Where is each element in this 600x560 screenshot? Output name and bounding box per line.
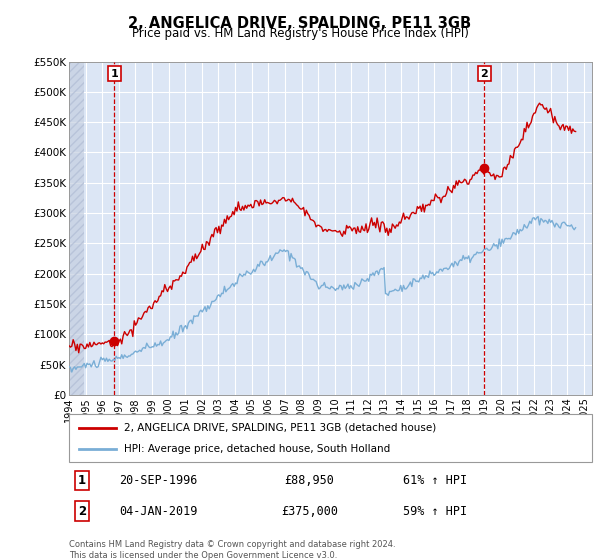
Text: 20-SEP-1996: 20-SEP-1996 [119,474,197,487]
Bar [69,62,84,395]
FancyBboxPatch shape [69,414,592,462]
Text: 04-JAN-2019: 04-JAN-2019 [119,505,197,517]
Text: 1: 1 [78,474,86,487]
Text: 2: 2 [481,69,488,79]
Text: 59% ↑ HPI: 59% ↑ HPI [403,505,467,517]
Text: HPI: Average price, detached house, South Holland: HPI: Average price, detached house, Sout… [124,444,390,454]
Text: £375,000: £375,000 [281,505,338,517]
Text: Price paid vs. HM Land Registry's House Price Index (HPI): Price paid vs. HM Land Registry's House … [131,27,469,40]
Text: 2: 2 [78,505,86,517]
Text: 1: 1 [110,69,118,79]
Text: 2, ANGELICA DRIVE, SPALDING, PE11 3GB (detached house): 2, ANGELICA DRIVE, SPALDING, PE11 3GB (d… [124,423,436,433]
Text: £88,950: £88,950 [285,474,335,487]
Text: 2, ANGELICA DRIVE, SPALDING, PE11 3GB: 2, ANGELICA DRIVE, SPALDING, PE11 3GB [128,16,472,31]
Text: 61% ↑ HPI: 61% ↑ HPI [403,474,467,487]
Text: Contains HM Land Registry data © Crown copyright and database right 2024.
This d: Contains HM Land Registry data © Crown c… [69,540,395,560]
